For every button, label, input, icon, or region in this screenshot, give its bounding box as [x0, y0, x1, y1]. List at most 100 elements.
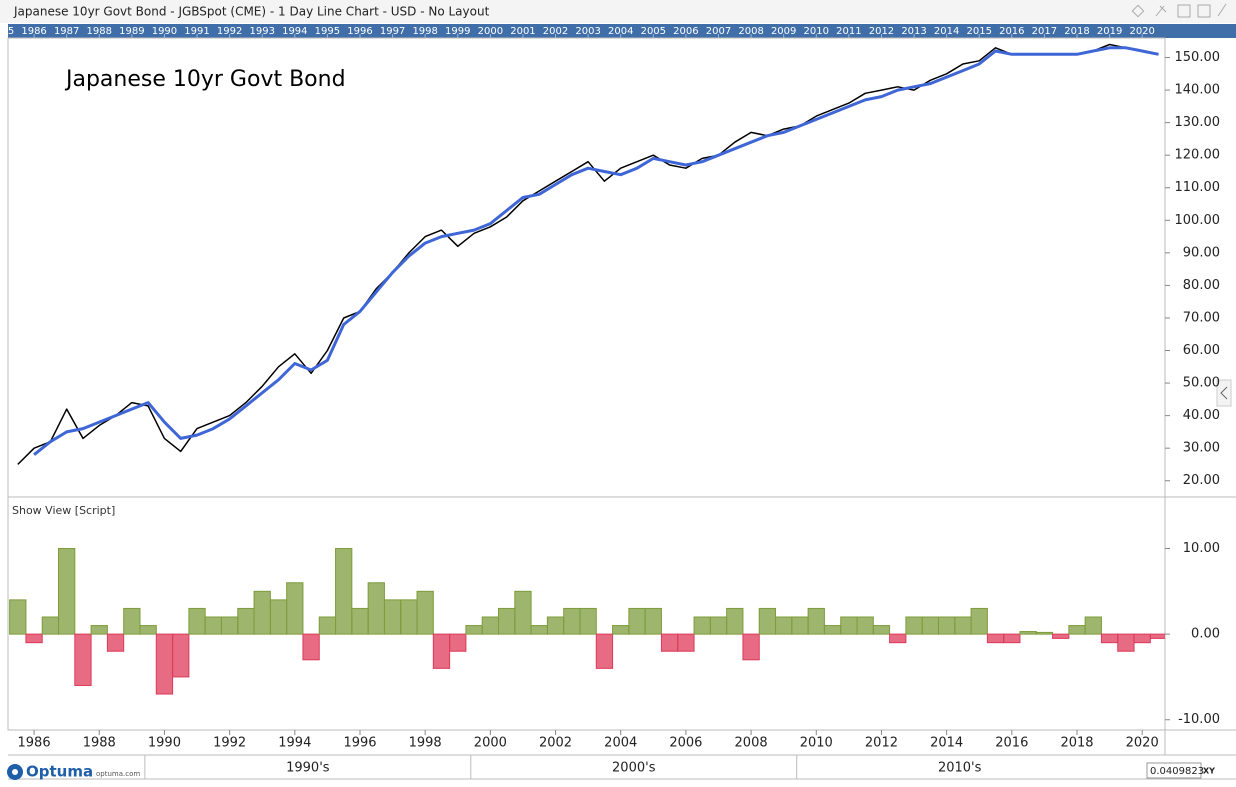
x-tick-label: 1993: [249, 26, 274, 37]
window-title: Japanese 10yr Govt Bond - JGBSpot (CME) …: [13, 5, 490, 19]
decade-label: 2010's: [938, 761, 982, 776]
oscillator-bar: [595, 633, 614, 669]
collapse-button[interactable]: [1216, 379, 1232, 407]
oscillator-bar: [383, 599, 402, 635]
x-tick-label: 2013: [901, 26, 926, 37]
oscillator-bar: [123, 607, 141, 635]
x-tick-label: 2004: [608, 26, 633, 37]
y-tick-label: 130.00: [1175, 115, 1221, 130]
readout: 0.0409823: [1150, 766, 1204, 777]
oscillator-bar: [367, 582, 385, 635]
oscillator-bar: [889, 633, 907, 644]
logo-text: Optuma: [26, 763, 93, 781]
window-buttons[interactable]: [1131, 3, 1227, 18]
title-bar: [0, 0, 1236, 23]
oscillator-bar: [856, 616, 874, 635]
x-tick-label: 1985: [0, 26, 14, 37]
x-tick-label: 1986: [18, 736, 51, 751]
x-tick-label: 2009: [771, 26, 796, 37]
x-tick-label: 2002: [539, 736, 572, 751]
y-tick-label: -10.00: [1178, 712, 1220, 727]
oscillator-bar: [58, 548, 76, 635]
x-tick-label: 1994: [278, 736, 311, 751]
oscillator-bar: [872, 625, 891, 635]
y-tick-label: 40.00: [1183, 408, 1220, 423]
oscillator-bar: [335, 548, 353, 635]
x-tick-label: 1996: [347, 26, 372, 37]
oscillator-bar: [563, 607, 581, 635]
y-tick-label: 100.00: [1175, 213, 1221, 228]
x-tick-label: 1988: [87, 26, 112, 37]
price-line: [17, 43, 1159, 465]
oscillator-bar: [25, 633, 43, 644]
logo-site: optuma.com: [96, 770, 140, 778]
oscillator-bar: [840, 616, 858, 635]
x-tick-label: 1990: [152, 26, 177, 37]
oscillator-bar: [1052, 633, 1070, 639]
x-tick-label: 2003: [575, 26, 600, 37]
x-tick-label: 1998: [409, 736, 442, 751]
oscillator-bar: [41, 616, 60, 635]
oscillator-bar: [253, 590, 271, 635]
x-tick-label: 1992: [217, 26, 242, 37]
x-tick-label: 2010: [804, 26, 829, 37]
oscillator-bar: [612, 625, 630, 635]
x-tick-label: 2014: [930, 736, 963, 751]
oscillator-bar: [481, 616, 500, 635]
oscillator-bar: [286, 582, 304, 635]
x-tick-label: 1997: [380, 26, 405, 37]
oscillator-bar: [905, 616, 923, 635]
oscillator-bar: [775, 616, 793, 635]
mode-button[interactable]: XY: [1203, 767, 1215, 776]
x-tick-label: 2006: [673, 26, 698, 37]
x-tick-label: 2006: [669, 736, 702, 751]
y-tick-label: 20.00: [1183, 473, 1220, 488]
oscillator-bar: [709, 616, 728, 635]
x-tick-label: 2017: [1032, 26, 1057, 37]
x-tick-label: 2014: [934, 26, 959, 37]
oscillator-bar: [188, 607, 206, 635]
oscillator-bar: [970, 607, 988, 635]
oscillator-bar: [1133, 633, 1151, 644]
oscillator-bar: [986, 633, 1005, 644]
chart-annotation: Japanese 10yr Govt Bond: [64, 67, 346, 92]
x-tick-label: 1986: [21, 26, 46, 37]
y-tick-label: 0.00: [1191, 627, 1220, 642]
price-line: [33, 46, 1159, 456]
x-tick-label: 2016: [999, 26, 1024, 37]
y-tick-label: 150.00: [1175, 50, 1221, 65]
logo-icon: [12, 769, 18, 775]
readout-box[interactable]: [1146, 762, 1202, 779]
x-tick-label: 2012: [869, 26, 894, 37]
x-tick-label: 2001: [510, 26, 535, 37]
oscillator-bar: [106, 633, 125, 652]
oscillator-bar: [172, 633, 190, 678]
oscillator-bar: [1003, 633, 1021, 644]
x-tick-label: 1989: [119, 26, 144, 37]
panel-title: Show View [Script]: [12, 504, 115, 517]
y-tick-label: 70.00: [1183, 310, 1220, 325]
oscillator-bar: [204, 616, 222, 635]
oscillator-bar: [546, 616, 565, 635]
x-tick-label: 1994: [282, 26, 307, 37]
oscillator-bar: [514, 590, 532, 635]
x-tick-label: 2008: [738, 26, 763, 37]
oscillator-bar: [579, 607, 597, 635]
oscillator-bar: [400, 599, 418, 635]
x-tick-label: 2020: [1126, 736, 1159, 751]
oscillator-bar: [465, 625, 483, 635]
oscillator-bar: [644, 607, 662, 635]
oscillator-bar: [1117, 633, 1135, 652]
oscillator-bar: [237, 607, 255, 635]
oscillator-bar: [791, 616, 809, 635]
oscillator-bar: [937, 616, 956, 635]
x-tick-label: 1992: [213, 736, 246, 751]
x-tick-label: 2012: [865, 736, 898, 751]
oscillator-bar: [9, 599, 27, 635]
y-tick-label: 110.00: [1175, 180, 1221, 195]
oscillator-bar: [693, 616, 711, 635]
y-tick-label: 80.00: [1183, 278, 1220, 293]
oscillator-bar: [1100, 633, 1119, 644]
x-tick-label: 2019: [1097, 26, 1122, 37]
